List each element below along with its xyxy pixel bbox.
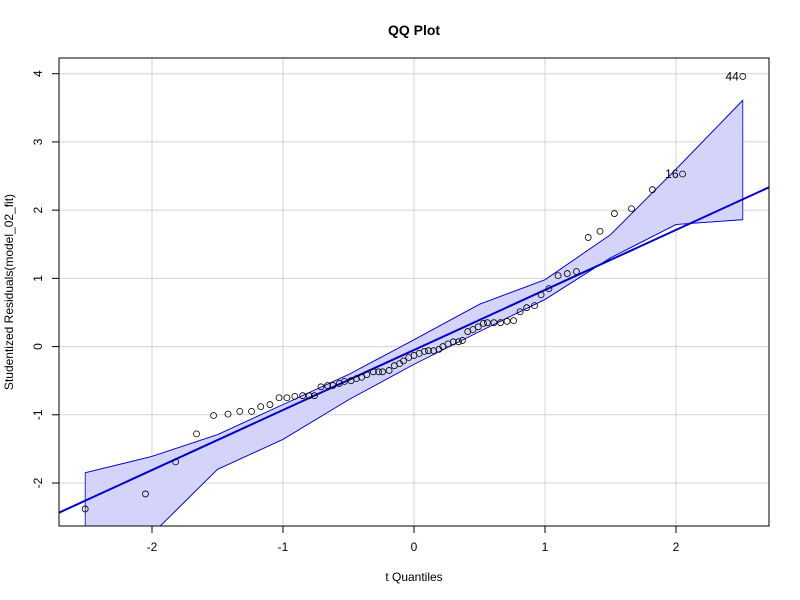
data-point <box>545 285 553 292</box>
data-point <box>490 319 498 327</box>
data-point <box>455 338 462 346</box>
data-point <box>531 302 538 310</box>
y-tick-label: 4 <box>31 70 45 77</box>
x-tick-label: 2 <box>673 540 680 554</box>
data-point <box>649 186 656 194</box>
data-point <box>248 407 255 415</box>
data-point <box>679 170 686 178</box>
data-point <box>523 304 531 312</box>
data-point <box>503 317 511 325</box>
data-point <box>584 234 592 241</box>
data-point <box>474 323 482 331</box>
data-point <box>425 347 432 355</box>
data-point <box>283 394 291 402</box>
data-point <box>379 368 386 376</box>
data-point <box>516 308 524 316</box>
y-tick-label: 2 <box>31 206 45 213</box>
data-point <box>497 319 504 327</box>
data-point <box>449 338 457 346</box>
data-point <box>537 291 545 299</box>
data-point <box>224 410 232 418</box>
data-point <box>305 392 313 400</box>
data-point <box>459 337 466 344</box>
x-tick-label: -1 <box>278 540 289 554</box>
data-point <box>142 490 149 498</box>
data-point <box>554 272 562 280</box>
data-point <box>311 392 318 400</box>
y-tick-label: -1 <box>31 409 45 420</box>
data-point <box>739 73 747 80</box>
plot-frame <box>58 57 770 527</box>
data-point <box>439 343 447 350</box>
reference-line <box>59 186 769 514</box>
envelope-upper <box>85 100 744 474</box>
data-point <box>317 383 325 391</box>
data-point <box>563 270 571 277</box>
data-point <box>257 403 265 411</box>
data-point <box>341 377 348 385</box>
data-point <box>483 319 491 327</box>
data-point <box>352 375 360 383</box>
data-point <box>299 392 307 400</box>
x-tick-label: -2 <box>147 540 158 554</box>
chart-title: QQ Plot <box>388 22 440 38</box>
y-tick-label: -2 <box>31 477 45 488</box>
x-axis-label: t Quantiles <box>385 570 442 584</box>
point-label: 44 <box>725 69 739 83</box>
data-point <box>628 205 635 213</box>
data-point <box>329 382 337 389</box>
data-point <box>480 319 487 327</box>
data-point <box>385 367 393 374</box>
data-point <box>421 347 428 355</box>
data-point <box>275 394 283 402</box>
point-label: 16 <box>665 167 679 181</box>
y-tick-label: 3 <box>31 138 45 145</box>
data-point <box>611 210 618 217</box>
data-point <box>510 317 517 325</box>
y-tick-label: 1 <box>31 275 45 282</box>
data-point <box>573 268 580 275</box>
data-point <box>358 373 366 381</box>
x-tick-label: 0 <box>411 540 418 554</box>
data-point <box>291 392 299 400</box>
data-point <box>369 368 377 376</box>
data-point <box>81 505 89 513</box>
envelope-lower <box>159 219 743 526</box>
data-point <box>363 371 371 378</box>
data-point <box>266 401 274 408</box>
data-point <box>172 458 179 466</box>
x-tick-label: 1 <box>542 540 549 554</box>
data-point <box>324 382 331 389</box>
data-point <box>375 368 383 376</box>
data-point <box>596 227 604 235</box>
data-point <box>210 412 217 419</box>
y-tick-label: 0 <box>31 343 45 350</box>
data-point <box>193 430 200 438</box>
y-axis-label: Studentized Residuals(model_02_fit) <box>2 194 16 390</box>
data-point <box>236 407 244 415</box>
data-point <box>430 347 438 355</box>
data-point <box>469 326 477 333</box>
data-point <box>400 357 407 365</box>
